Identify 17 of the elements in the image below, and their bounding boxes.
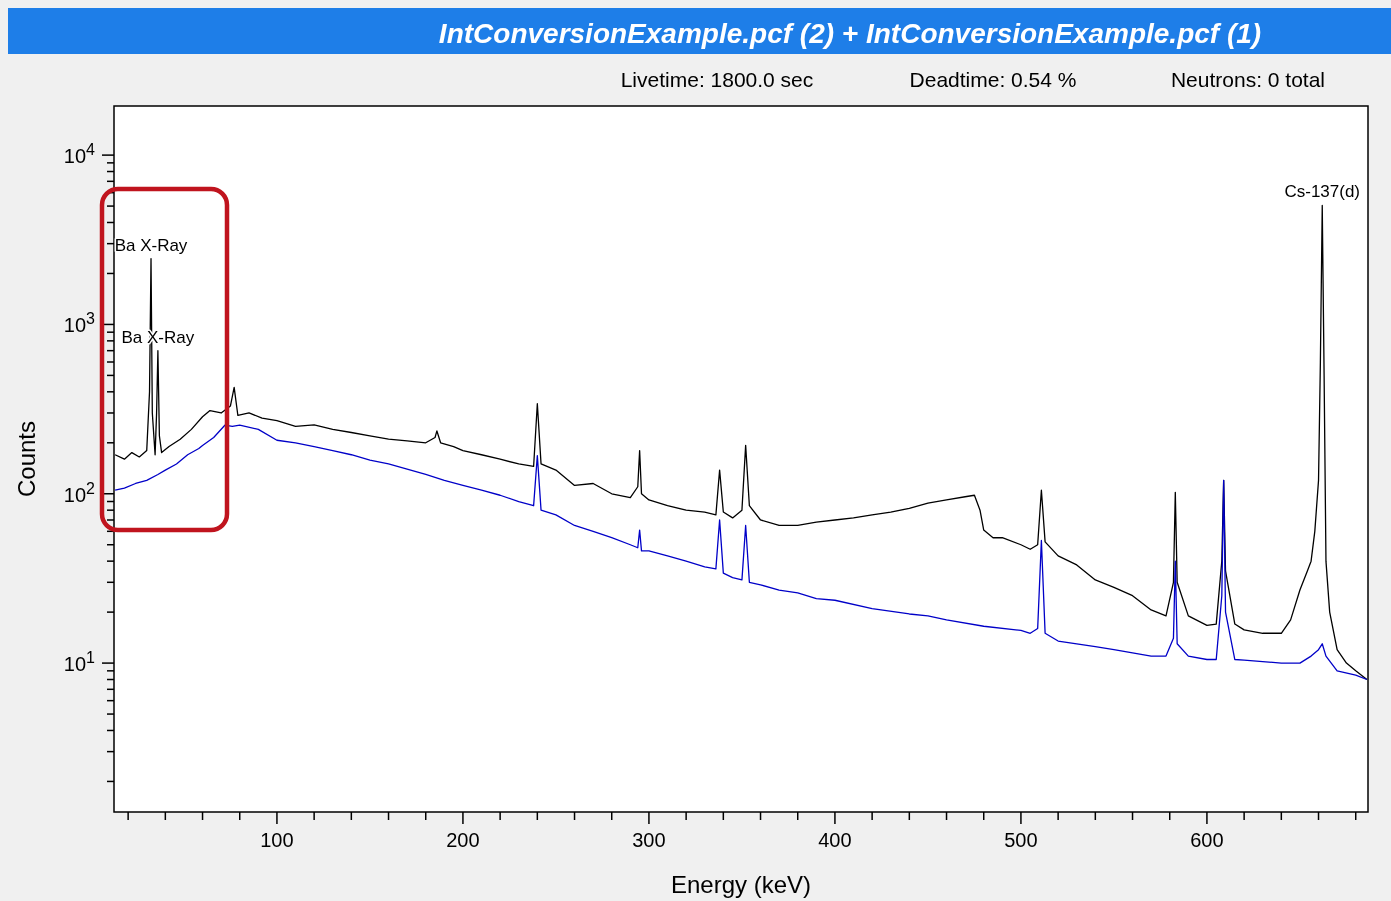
annotation: Ba X-Ray [114, 235, 188, 255]
x-axis-title: Energy (keV) [670, 871, 812, 898]
annotation: Cs-137(d) [1284, 182, 1361, 202]
y-tick-label: 10$^{2}$ [63, 479, 96, 506]
y-tick-label: 10$^{1}$ [63, 648, 96, 676]
y-tick-label: 10$^{4}$ [63, 140, 96, 168]
x-tick-label: 100 [260, 829, 294, 851]
x-tick-label: 300 [632, 829, 666, 851]
y-axis-title: Counts [13, 420, 40, 498]
x-tick-label: 400 [818, 829, 852, 851]
line-series [114, 424, 1368, 681]
x-tick-label: 200 [446, 829, 480, 851]
chart-title: IntConversionExample.pcf (2) + IntConversionExample.pcf (1) [438, 18, 1262, 49]
x-tick-label: 500 [1004, 829, 1038, 851]
x-tick-label: 600 [1190, 829, 1224, 851]
y-tick-label: 10$^{3}$ [63, 309, 96, 337]
text: Livetime: 1800.0 sec Deadtime: 0.54 % Neutrons: 0 total [620, 68, 1326, 91]
